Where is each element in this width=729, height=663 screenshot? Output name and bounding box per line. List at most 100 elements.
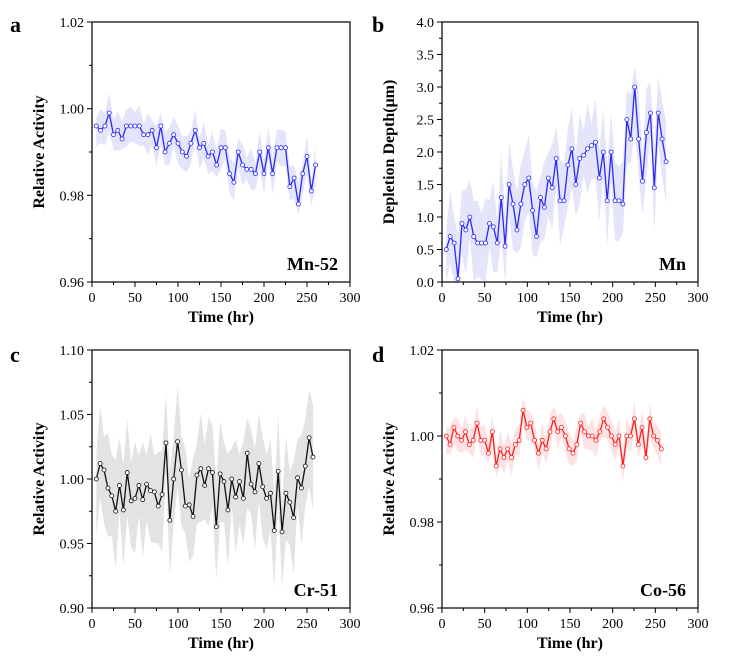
panel-a: 0 50 100 150 200 250 300 0.96 0.98 1.00 1.02 Time (… <box>10 12 361 326</box>
data-point <box>222 145 228 151</box>
x-tick-label: 200 <box>602 291 623 306</box>
y-axis-label: Depletion Depth(μm) <box>381 80 398 225</box>
x-tick-label: 200 <box>254 291 275 306</box>
data-point <box>111 132 116 138</box>
data-point <box>261 171 267 177</box>
data-point <box>647 110 653 116</box>
data-point <box>565 162 571 168</box>
data-point <box>214 162 220 168</box>
y-tick-label: 1.00 <box>60 103 85 118</box>
data-point <box>300 171 306 177</box>
uncertainty-band <box>446 65 667 282</box>
data-point <box>227 171 233 177</box>
data-point <box>257 149 263 155</box>
panel-c: 0 50 100 150 200 250 300 0.90 0.95 1.00 1.05 1.10 Ti… <box>10 342 361 652</box>
data-point <box>489 429 495 435</box>
data-point <box>171 476 177 482</box>
x-tick-label: 300 <box>688 617 709 632</box>
data-point <box>120 507 126 513</box>
data-point <box>534 234 539 239</box>
data-point <box>102 123 108 129</box>
data-point <box>509 455 514 460</box>
data-point <box>101 467 107 473</box>
data-point <box>655 437 660 443</box>
data-point <box>119 136 125 142</box>
data-point <box>635 442 641 448</box>
x-tick-label: 100 <box>517 617 538 632</box>
data-point <box>202 483 208 488</box>
data-point <box>518 201 524 207</box>
data-point <box>466 442 472 448</box>
data-point <box>171 132 177 138</box>
data-point <box>651 185 657 191</box>
x-tick-label: 250 <box>645 617 666 632</box>
data-point <box>231 179 237 185</box>
x-axis-label: Time (hr) <box>188 635 254 652</box>
panel-tag: Co-56 <box>640 580 686 600</box>
data-point <box>175 140 181 146</box>
data-point <box>443 247 449 252</box>
data-point <box>483 240 488 246</box>
x-tick-label: 250 <box>297 617 318 632</box>
data-point <box>274 145 280 151</box>
data-point <box>163 440 169 446</box>
data-point <box>530 208 536 213</box>
data-point <box>612 198 618 204</box>
x-tick-label: 50 <box>478 291 492 306</box>
data-point <box>451 240 457 246</box>
x-axis-label: Time (hr) <box>537 635 603 652</box>
data-point <box>643 455 649 460</box>
data-point <box>553 156 559 161</box>
data-point <box>145 132 151 138</box>
data-point <box>158 123 164 129</box>
x-tick-label: 300 <box>340 291 361 306</box>
data-point <box>555 429 561 435</box>
y-tick-label: 1.0 <box>417 211 435 226</box>
y-tick-label: 1.5 <box>417 179 435 194</box>
x-tick-label: 150 <box>560 617 581 632</box>
x-tick-label: 0 <box>439 617 446 632</box>
x-tick-label: 50 <box>128 617 142 632</box>
panel-tag: Cr-51 <box>294 580 338 600</box>
data-point <box>490 224 496 230</box>
data-point <box>233 494 239 500</box>
data-point <box>593 139 598 145</box>
data-point <box>528 420 534 426</box>
data-point <box>455 276 461 282</box>
y-tick-label: 0.98 <box>60 189 85 204</box>
data-point <box>651 433 657 439</box>
x-tick-label: 100 <box>517 291 538 306</box>
data-point <box>524 424 530 430</box>
data-point <box>608 433 614 439</box>
data-point <box>624 117 630 122</box>
x-tick-label: 0 <box>89 291 96 306</box>
x-tick-label: 250 <box>297 291 318 306</box>
data-point <box>493 463 499 469</box>
y-tick-label: 1.02 <box>410 344 435 359</box>
data-point <box>97 461 103 466</box>
y-tick-label: 0.90 <box>60 602 85 617</box>
data-point <box>302 463 308 469</box>
data-point <box>252 489 258 495</box>
data-point <box>604 198 610 204</box>
data-point <box>636 136 642 142</box>
data-point <box>113 508 119 514</box>
data-point <box>659 136 665 142</box>
data-point <box>265 145 271 151</box>
y-tick-label: 4.0 <box>417 16 435 31</box>
x-tick-label: 300 <box>688 291 709 306</box>
data-point <box>167 517 173 523</box>
x-tick-label: 250 <box>645 291 666 306</box>
data-point <box>218 145 224 151</box>
data-point <box>585 146 590 152</box>
data-point <box>268 490 273 496</box>
data-point <box>557 198 563 204</box>
data-point <box>93 123 99 129</box>
data-point <box>447 234 453 239</box>
y-tick-label: 0.95 <box>60 538 85 553</box>
y-tick-label: 2.5 <box>417 114 435 129</box>
data-point <box>459 437 465 443</box>
data-point <box>538 195 543 200</box>
data-point <box>194 472 200 478</box>
